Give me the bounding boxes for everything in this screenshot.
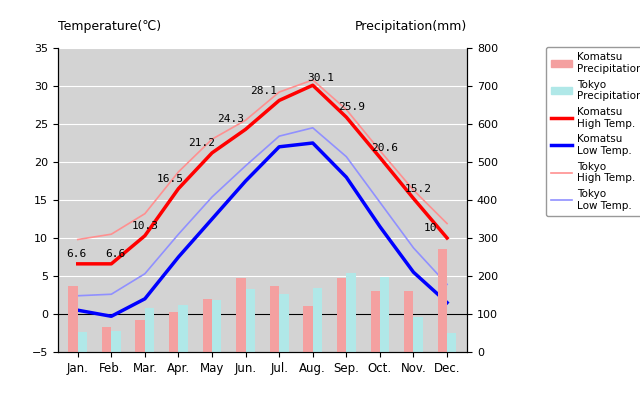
Bar <box>380 277 389 352</box>
Bar <box>212 300 221 352</box>
Text: 21.2: 21.2 <box>188 138 216 148</box>
Text: 28.1: 28.1 <box>251 86 278 96</box>
Bar <box>111 331 121 352</box>
Text: 10: 10 <box>424 223 437 233</box>
Text: 6.6: 6.6 <box>66 249 86 259</box>
Text: 16.5: 16.5 <box>157 174 184 184</box>
Text: 10.3: 10.3 <box>131 221 158 231</box>
Bar <box>169 312 179 352</box>
Bar <box>68 286 77 352</box>
Bar <box>438 250 447 352</box>
Bar <box>102 327 111 352</box>
Bar <box>246 288 255 352</box>
Bar <box>404 291 413 352</box>
Bar <box>270 286 279 352</box>
Legend: Komatsu
Precipitation, Tokyo
Precipitation, Komatsu
High Temp., Komatsu
Low Temp: Komatsu Precipitation, Tokyo Precipitati… <box>546 47 640 216</box>
Text: 24.3: 24.3 <box>217 114 244 124</box>
Bar <box>313 288 322 352</box>
Bar <box>77 332 87 352</box>
Text: 15.2: 15.2 <box>405 184 432 194</box>
Bar <box>413 317 423 352</box>
Bar <box>203 299 212 352</box>
Bar <box>346 272 356 352</box>
Text: 20.6: 20.6 <box>371 143 399 152</box>
Bar <box>136 320 145 352</box>
Text: 25.9: 25.9 <box>338 102 365 112</box>
Bar <box>303 306 313 352</box>
Bar <box>236 278 246 352</box>
Bar <box>279 294 289 352</box>
Text: 6.6: 6.6 <box>105 249 125 259</box>
Bar <box>371 291 380 352</box>
Text: 30.1: 30.1 <box>308 73 335 83</box>
Bar <box>145 308 154 352</box>
Bar <box>179 305 188 352</box>
Bar <box>447 333 456 352</box>
Bar <box>337 278 346 352</box>
Text: Precipitation(mm): Precipitation(mm) <box>355 20 467 33</box>
Text: Temperature(℃): Temperature(℃) <box>58 20 161 33</box>
